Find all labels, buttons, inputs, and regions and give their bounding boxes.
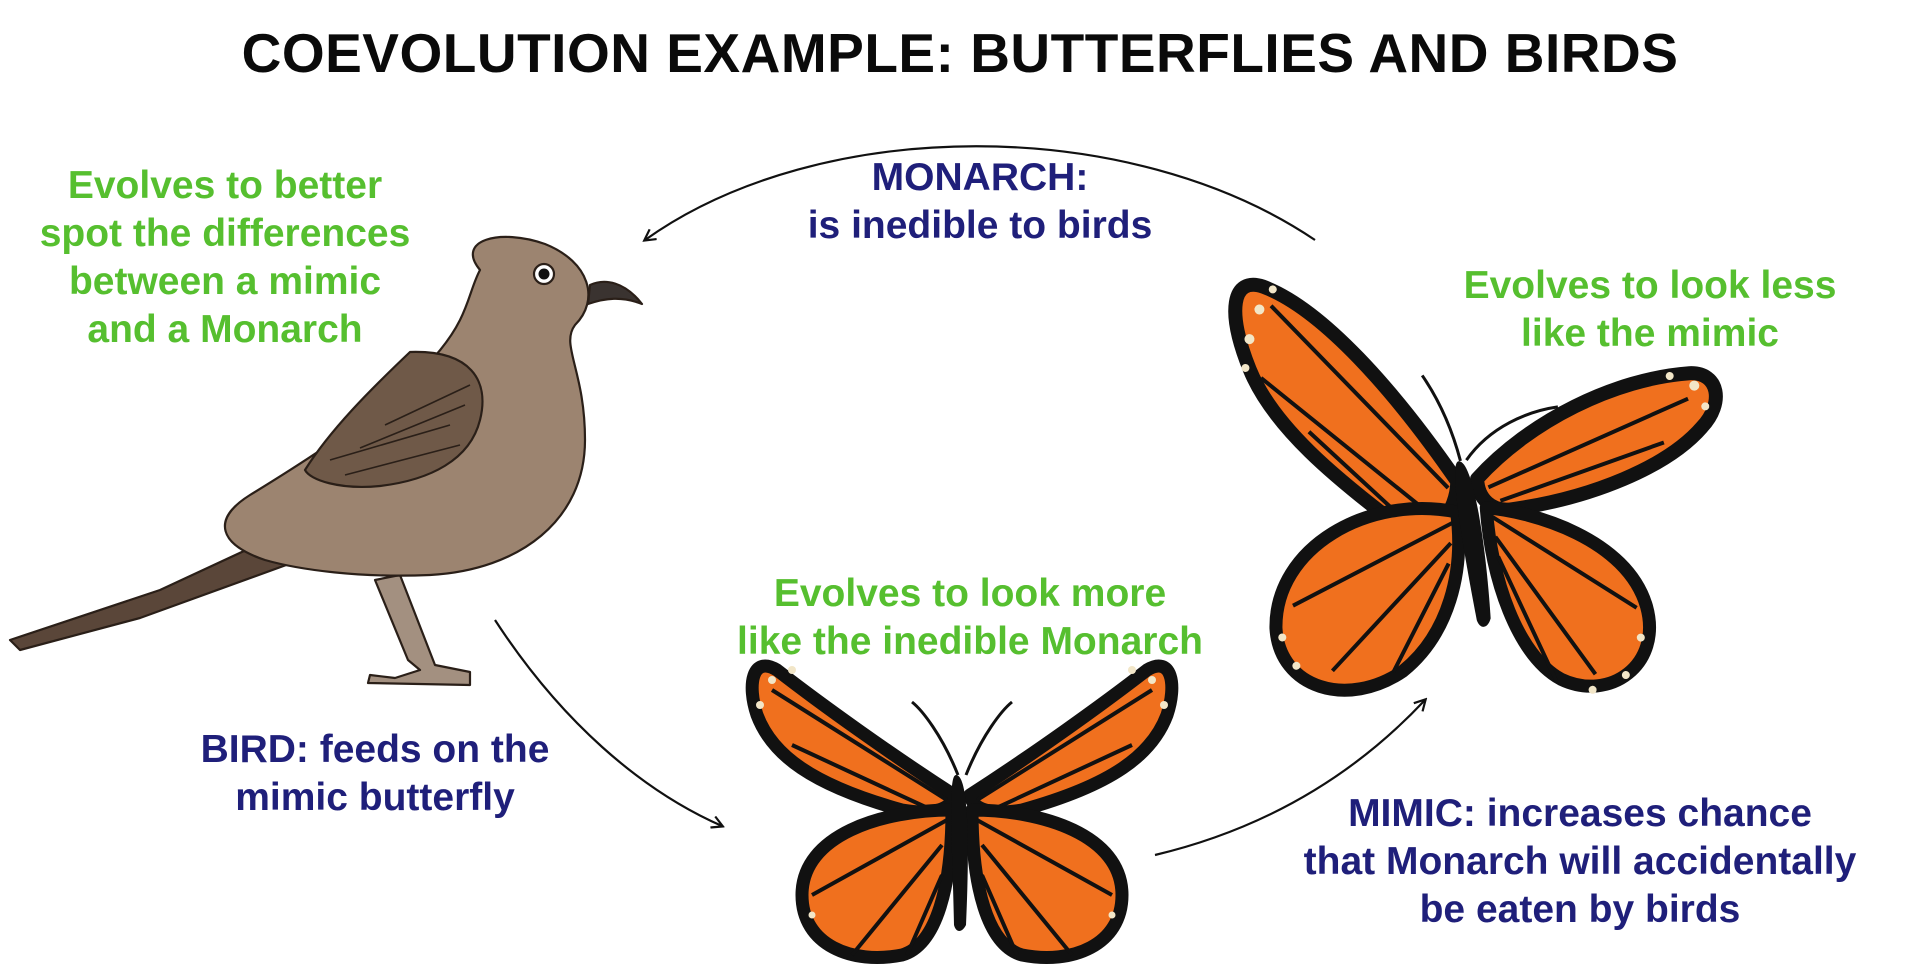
monarch-role-caption: MONARCH: is inedible to birds xyxy=(740,154,1220,250)
arrow-mimic-to-monarch xyxy=(1154,700,1425,857)
mimic-right-forewing xyxy=(963,659,1179,819)
mimic-evolution-caption: Evolves to look more like the inedible M… xyxy=(680,570,1260,666)
monarch-evolution-line: Evolves to look less xyxy=(1463,264,1837,307)
mimic-antennae xyxy=(911,700,1013,776)
bird-evolution-caption: Evolves to better spot the differences b… xyxy=(0,162,450,354)
monarch-butterfly xyxy=(1228,277,1723,697)
bird-evolution-line: between a mimic xyxy=(68,260,382,303)
bird-role-line: mimic butterfly xyxy=(235,776,515,819)
bird-legs xyxy=(366,573,472,687)
mimic-body xyxy=(951,775,968,931)
mimic-role-line: MIMIC: increases chance xyxy=(1348,792,1812,835)
bird-evolution-line: spot the differences xyxy=(39,212,411,255)
mimic-evolution-line: like the inedible Monarch xyxy=(737,620,1203,663)
mimic-evolution-line: Evolves to look more xyxy=(773,572,1167,615)
mimic-left-hindwing xyxy=(795,803,959,964)
bird-wing xyxy=(303,350,484,488)
bird-role-caption: BIRD: feeds on the mimic butterfly xyxy=(150,726,600,822)
bird-beak xyxy=(586,280,644,306)
monarch-left-hindwing xyxy=(1269,502,1466,697)
mimic-role-line: be eaten by birds xyxy=(1419,888,1741,931)
bird-illustration xyxy=(8,235,644,687)
monarch-evolution-line: like the mimic xyxy=(1521,312,1779,355)
mimic-role-line: that Monarch will accidentally xyxy=(1303,840,1857,883)
bird-role-line: BIRD: feeds on the xyxy=(200,728,550,771)
mimic-right-hindwing xyxy=(965,803,1129,964)
mimic-butterfly xyxy=(745,659,1179,964)
bird-evolution-line: and a Monarch xyxy=(87,308,363,351)
monarch-antennae xyxy=(1420,374,1559,462)
mimic-left-forewing xyxy=(745,659,961,819)
monarch-role-line: MONARCH: xyxy=(871,156,1089,199)
bird-pupil xyxy=(538,268,550,280)
monarch-right-forewing xyxy=(1470,366,1723,517)
arrow-bird-to-mimic xyxy=(494,619,722,826)
monarch-role-line: is inedible to birds xyxy=(807,204,1153,247)
mimic-wing-spots xyxy=(756,666,1168,919)
diagram-title: COEVOLUTION EXAMPLE: BUTTERFLIES AND BIR… xyxy=(241,22,1679,84)
arrow-monarch-to-bird xyxy=(645,145,1316,240)
bird-wing-feathers xyxy=(329,384,471,476)
mimic-role-caption: MIMIC: increases chance that Monarch wil… xyxy=(1240,790,1920,934)
monarch-evolution-caption: Evolves to look less like the mimic xyxy=(1400,262,1900,358)
bird-evolution-line: Evolves to better xyxy=(67,164,383,207)
monarch-body xyxy=(1455,461,1491,627)
monarch-right-hindwing xyxy=(1479,501,1656,693)
monarch-wing-spots xyxy=(1241,285,1710,694)
